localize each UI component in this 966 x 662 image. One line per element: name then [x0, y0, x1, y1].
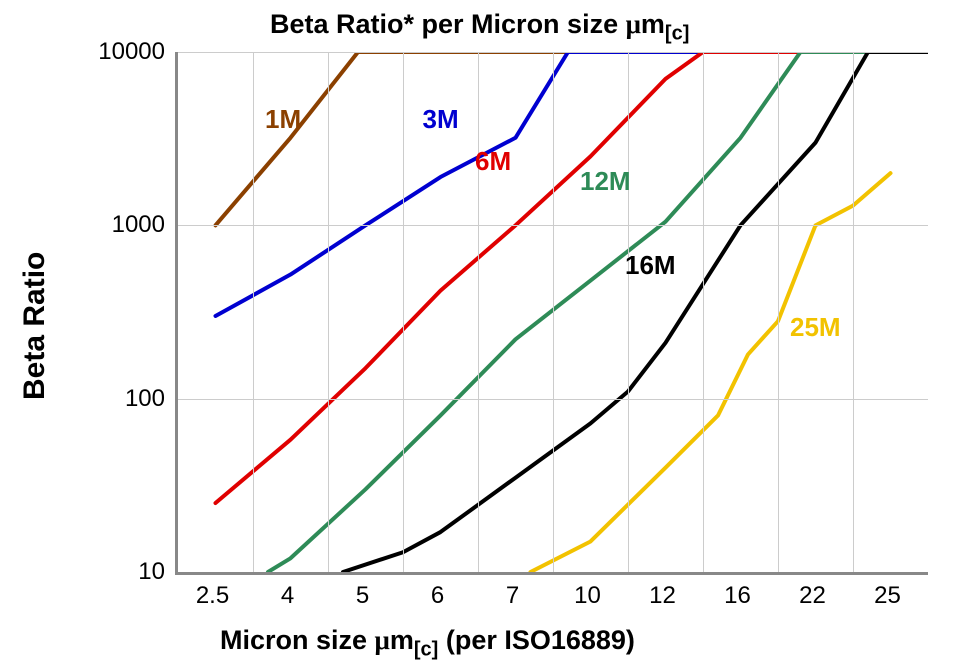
series-label-25m: 25M: [790, 312, 841, 343]
gridline-vertical: [778, 52, 779, 572]
series-label-3m: 3M: [423, 104, 459, 135]
x-tick-label: 22: [783, 582, 843, 610]
x-tick-label: 12: [633, 582, 693, 610]
x-axis-label: Micron size μm[c] (per ISO16889): [220, 625, 635, 661]
xlabel-mu: μ: [375, 625, 390, 655]
xlabel-pre: Micron size: [220, 625, 375, 655]
gridline-vertical: [253, 52, 254, 572]
y-tick-label: 10000: [95, 38, 165, 66]
xlabel-post: (per ISO16889): [438, 625, 635, 655]
gridline-vertical: [553, 52, 554, 572]
x-tick-label: 16: [708, 582, 768, 610]
x-tick-label: 6: [408, 582, 468, 610]
series-label-1m: 1M: [265, 104, 301, 135]
gridline-horizontal: [178, 52, 928, 53]
series-label-12m: 12M: [580, 166, 631, 197]
gridline-vertical: [328, 52, 329, 572]
gridline-horizontal: [178, 225, 928, 226]
title-mu: μ: [626, 9, 641, 39]
gridline-horizontal: [178, 572, 928, 573]
series-line-1m: [216, 52, 929, 225]
gridline-vertical: [703, 52, 704, 572]
gridline-horizontal: [178, 399, 928, 400]
chart-container: Beta Ratio* per Micron size μm[c] Beta R…: [0, 0, 966, 662]
gridline-vertical: [628, 52, 629, 572]
x-tick-label: 25: [858, 582, 918, 610]
x-tick-label: 10: [558, 582, 618, 610]
xlabel-m: m: [390, 625, 414, 655]
x-tick-label: 4: [258, 582, 318, 610]
series-line-25m: [531, 173, 891, 572]
y-tick-label: 100: [95, 385, 165, 413]
xlabel-sub: [c]: [414, 638, 438, 660]
y-tick-label: 1000: [95, 211, 165, 239]
chart-title: Beta Ratio* per Micron size μm[c]: [270, 9, 689, 45]
gridline-vertical: [403, 52, 404, 572]
gridline-vertical: [853, 52, 854, 572]
title-m: m: [641, 9, 665, 39]
y-axis-label: Beta Ratio: [18, 252, 52, 400]
x-tick-label: 7: [483, 582, 543, 610]
series-label-6m: 6M: [475, 146, 511, 177]
gridline-vertical: [478, 52, 479, 572]
title-pre: Beta Ratio* per Micron size: [270, 9, 626, 39]
x-tick-label: 2.5: [183, 582, 243, 610]
y-tick-label: 10: [95, 558, 165, 586]
x-tick-label: 5: [333, 582, 393, 610]
series-line-3m: [216, 52, 929, 316]
title-sub: [c]: [665, 22, 689, 44]
series-label-16m: 16M: [625, 250, 676, 281]
